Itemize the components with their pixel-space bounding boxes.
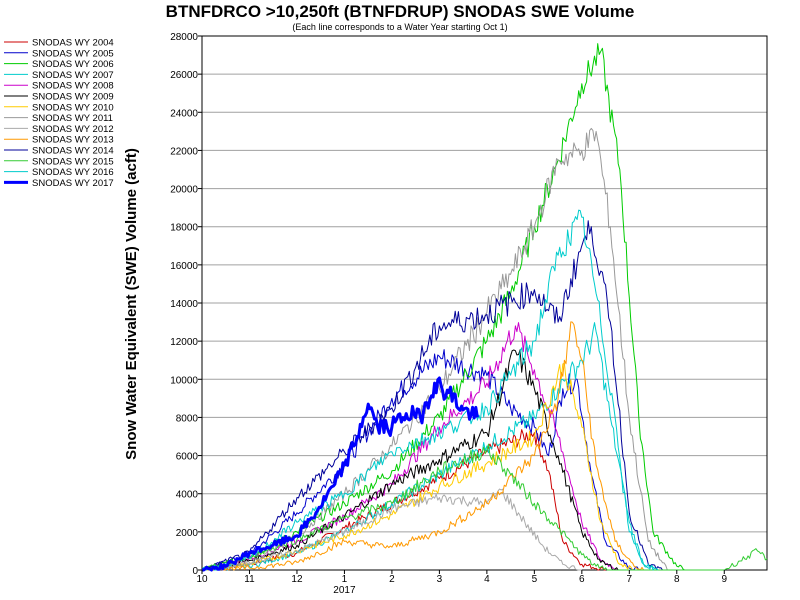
series-line-wy2017 [202,376,479,572]
x-tick-label: 6 [579,574,585,585]
y-tick-label: 0 [192,566,198,577]
series-line-wy2015 [202,443,768,571]
y-tick-label: 14000 [170,299,198,310]
y-tick-label: 24000 [170,108,198,119]
y-tick-label: 26000 [170,70,198,81]
series-line-wy2014 [201,220,663,571]
y-tick-label: 18000 [170,223,198,234]
chart-title: BTNFDRCO >10,250ft (BTNFDRUP) SNODAS SWE… [166,2,635,21]
y-tick-label: 2000 [176,528,199,539]
x-tick-label: 8 [674,574,680,585]
legend-item: SNODAS WY 2014 [32,146,114,157]
y-tick-label: 22000 [170,146,198,157]
legend-item: SNODAS WY 2005 [32,48,114,59]
y-tick-label: 6000 [176,452,199,463]
x-tick-label: 10 [196,574,208,585]
x-tick-label: 1 [342,574,348,585]
legend-item: SNODAS WY 2016 [32,167,114,178]
legend-item: SNODAS WY 2015 [32,156,114,167]
legend-item: SNODAS WY 2010 [32,102,114,113]
y-tick-label: 16000 [170,261,198,272]
legend-item: SNODAS WY 2013 [32,135,114,146]
x-tick-label: 11 [244,574,255,585]
chart-subtitle: (Each line corresponds to a Water Year s… [292,22,507,32]
x-year-label: 2017 [333,585,356,596]
x-tick-label: 4 [484,574,490,585]
legend-item: SNODAS WY 2007 [32,70,114,81]
y-tick-label: 4000 [176,490,199,501]
legend-item: SNODAS WY 2008 [32,81,114,92]
y-tick-label: 20000 [170,185,198,196]
y-tick-label: 12000 [170,337,198,348]
series-line-wy2008 [201,322,620,571]
x-tick-label: 9 [721,574,727,585]
x-tick-label: 7 [627,574,633,585]
series-line-wy2009 [202,349,620,571]
series-line-wy2012 [201,488,582,571]
x-tick-label: 5 [532,574,538,585]
legend-item: SNODAS WY 2004 [32,38,114,49]
x-tick-label: 12 [291,574,303,585]
y-tick-label: 10000 [170,375,198,386]
series-line-wy2010 [202,362,635,571]
y-axis-ticks: 0 2000 4000 6000 8000 10000 12000 14000 16000 180… [170,32,202,577]
y-tick-label: 28000 [170,32,198,43]
series-line-wy2013 [202,321,645,571]
y-axis-label: Snow Water Equivalent (SWE) Volume (acft… [123,148,140,460]
x-tick-label: 2 [389,574,395,585]
legend-item: SNODAS WY 2009 [32,92,114,103]
legend-item: SNODAS WY 2006 [32,59,114,70]
legend-item: SNODAS WY 2017 [32,178,114,189]
series-line-wy2006 [201,43,687,571]
x-tick-label: 3 [437,574,443,585]
legend-item: SNODAS WY 2012 [32,124,114,135]
grid-lines [202,73,767,533]
y-tick-label: 8000 [176,413,199,424]
series-lines [201,43,768,572]
legend-item: SNODAS WY 2011 [32,113,113,124]
series-line-wy2016 [201,209,659,571]
